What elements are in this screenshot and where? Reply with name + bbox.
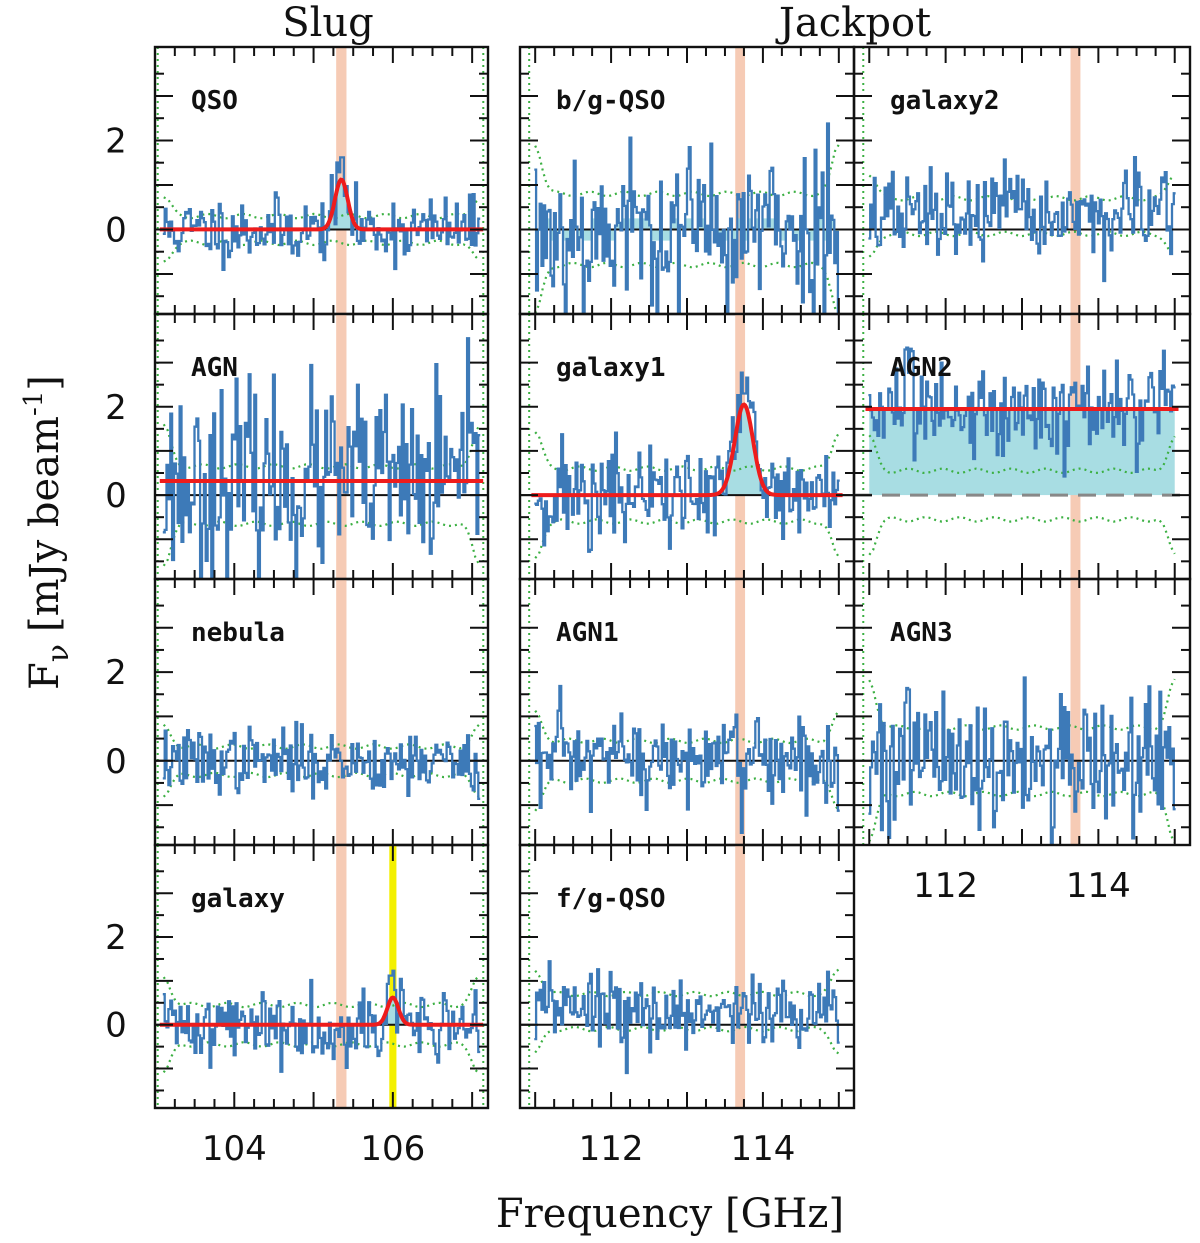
ytick-label-qso-2: 2 bbox=[105, 121, 127, 161]
fit-curve-galaxy1 bbox=[531, 402, 843, 498]
spectrum-nebula bbox=[162, 720, 481, 800]
ytick-label-agn-0: 0 bbox=[105, 476, 127, 516]
rms-lower-galaxy1 bbox=[534, 518, 840, 559]
line-band-agn1 bbox=[735, 579, 746, 845]
line-fill-qso bbox=[315, 179, 367, 230]
xtick-label-c0-106: 106 bbox=[360, 1129, 425, 1169]
line-band-bg-qso bbox=[735, 47, 746, 314]
xtick-label-c1-114: 114 bbox=[730, 1129, 795, 1169]
panel-fg-qso bbox=[520, 845, 854, 1108]
xtick-label-c1-112: 112 bbox=[579, 1129, 644, 1169]
spectrum-fg-qso bbox=[534, 960, 840, 1075]
fit-curve-galaxy bbox=[159, 995, 484, 1027]
panel-label-nebula: nebula bbox=[191, 618, 285, 648]
line-band-nebula bbox=[336, 579, 347, 845]
line-band-galaxy bbox=[336, 845, 347, 1108]
panels-layer: QSO 0 2 AGN 0 2 nebula 0 2 galaxy 0 2 b/g-QSO galaxy2… bbox=[105, 45, 1192, 1169]
panel-qso bbox=[155, 47, 488, 314]
ytick-label-nebula-2: 2 bbox=[105, 653, 127, 693]
x-axis-label: Frequency [GHz] bbox=[496, 1191, 844, 1237]
spectrum-qso bbox=[162, 156, 481, 271]
panel-frame-galaxy bbox=[153, 843, 490, 1110]
y-axis-label-close: ] bbox=[22, 375, 68, 391]
line-fill-galaxy1 bbox=[707, 404, 781, 496]
y-axis-label-unit: [mJy beam bbox=[22, 416, 68, 632]
spectrum-agn bbox=[162, 337, 481, 579]
panel-galaxy2 bbox=[854, 47, 1190, 314]
rms-upper-fg-qso bbox=[534, 968, 840, 998]
panel-label-bg-qso: b/g-QSO bbox=[556, 86, 666, 116]
xtick-label-c2-114: 114 bbox=[1066, 866, 1131, 906]
y-axis-label-subscript: ν bbox=[41, 644, 76, 662]
panel-label-agn2: AGN2 bbox=[890, 353, 953, 383]
ytick-label-galaxy-2: 2 bbox=[105, 918, 127, 958]
panel-agn1 bbox=[520, 579, 854, 845]
rms-upper-nebula bbox=[162, 723, 481, 750]
y-axis-label-exponent: -1 bbox=[19, 391, 49, 416]
line-band-galaxy2 bbox=[1070, 47, 1081, 314]
panel-label-agn: AGN bbox=[191, 353, 238, 383]
rms-lower-galaxy2 bbox=[868, 230, 1176, 258]
y-axis-label: Fν [mJy beam-1] bbox=[19, 375, 76, 690]
spectrum-agn1 bbox=[534, 684, 840, 834]
panel-agn bbox=[155, 314, 488, 579]
spectrum-bg-qso bbox=[534, 122, 840, 314]
group-title-slug: Slug bbox=[282, 0, 374, 46]
panel-label-fg-qso: f/g-QSO bbox=[556, 884, 666, 914]
panel-bg-qso bbox=[520, 47, 854, 314]
panel-agn3 bbox=[854, 579, 1190, 845]
spectrum-galaxy bbox=[162, 969, 481, 1073]
rms-lower-bg-qso bbox=[534, 261, 840, 314]
panel-label-qso: QSO bbox=[191, 86, 238, 116]
ytick-label-qso-0: 0 bbox=[105, 210, 127, 250]
rms-lower-agn3 bbox=[868, 790, 1176, 843]
group-title-jackpot: Jackpot bbox=[775, 0, 931, 46]
panel-agn2 bbox=[854, 314, 1190, 579]
xtick-label-c0-104: 104 bbox=[202, 1129, 267, 1169]
fit-curve-qso bbox=[159, 177, 484, 232]
panel-label-agn1: AGN1 bbox=[556, 618, 619, 648]
panel-label-galaxy2: galaxy2 bbox=[890, 86, 1000, 116]
spectrum-galaxy2 bbox=[868, 155, 1176, 283]
rms-upper-galaxy bbox=[162, 975, 481, 1009]
line-band-agn3 bbox=[1070, 579, 1081, 845]
line-fill-galaxy bbox=[370, 997, 416, 1025]
ytick-label-agn-2: 2 bbox=[105, 388, 127, 428]
ytick-label-galaxy-0: 0 bbox=[105, 1006, 127, 1046]
ytick-label-nebula-0: 0 bbox=[105, 742, 127, 782]
spectrum-agn2 bbox=[868, 346, 1176, 478]
panel-galaxy bbox=[155, 845, 488, 1108]
rms-upper-agn3 bbox=[868, 678, 1176, 731]
xtick-label-c2-112: 112 bbox=[913, 866, 978, 906]
line-band-fg-qso bbox=[735, 845, 746, 1108]
panel-label-agn3: AGN3 bbox=[890, 618, 953, 648]
panel-label-galaxy: galaxy bbox=[191, 884, 285, 914]
rms-upper-agn2 bbox=[868, 434, 1176, 475]
panel-label-galaxy1: galaxy1 bbox=[556, 353, 666, 383]
panel-galaxy1 bbox=[520, 314, 854, 579]
rms-lower-agn2 bbox=[868, 516, 1176, 556]
y-axis-label-symbol: F bbox=[22, 662, 68, 690]
panel-nebula bbox=[155, 579, 488, 845]
spectrum-galaxy1 bbox=[534, 371, 840, 553]
spectrum-agn3 bbox=[868, 676, 1176, 845]
rms-upper-bg-qso bbox=[534, 144, 840, 198]
